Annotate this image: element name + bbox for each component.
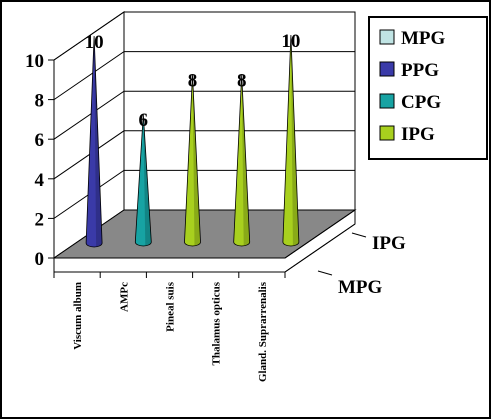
cone-3 bbox=[233, 74, 251, 247]
y-tick-label-1: 2 bbox=[35, 209, 45, 230]
cone-shade-4 bbox=[290, 35, 299, 246]
depth-axis-line bbox=[284, 223, 356, 273]
gridline-5 bbox=[53, 11, 355, 61]
cone-shade-1 bbox=[143, 114, 152, 246]
cones: 10 6 8 8 10 bbox=[85, 31, 300, 248]
y-axis: 0 2 4 6 8 10 bbox=[25, 51, 55, 270]
gridline-4 bbox=[53, 51, 355, 101]
data-label-4: 10 bbox=[281, 31, 300, 52]
depth-tick-mark-0 bbox=[351, 232, 367, 238]
legend-swatch-1 bbox=[379, 61, 395, 77]
legend-label-2: CPG bbox=[401, 92, 441, 113]
x-tick-label-2: Pineal suis bbox=[165, 281, 177, 332]
y-tick-label-0: 0 bbox=[35, 249, 45, 270]
legend: MPG PPG CPG IPG bbox=[368, 16, 488, 160]
cone-shade-3 bbox=[241, 74, 250, 246]
x-tick-label-0: Viscum album bbox=[72, 282, 84, 350]
gridline-2 bbox=[53, 130, 355, 180]
data-label-0: 10 bbox=[85, 32, 104, 53]
y-tick-label-3: 6 bbox=[35, 130, 45, 151]
cone-shade-0 bbox=[94, 36, 103, 247]
x-tick-label-3: Thalamus opticus bbox=[211, 281, 223, 365]
data-label-3: 8 bbox=[237, 71, 247, 92]
gridline-1 bbox=[53, 169, 355, 219]
y-tick-label-5: 10 bbox=[25, 51, 44, 72]
legend-swatch-2 bbox=[379, 93, 395, 109]
legend-label-1: PPG bbox=[401, 60, 439, 81]
legend-swatch-0 bbox=[379, 29, 395, 45]
y-tick-label-4: 8 bbox=[35, 91, 45, 112]
depth-label-1: MPG bbox=[338, 277, 383, 298]
cone-shade-2 bbox=[192, 74, 201, 246]
legend-label-0: MPG bbox=[401, 28, 446, 49]
depth-label-0: IPG bbox=[372, 233, 406, 254]
x-tick-label-4: Gland. Suprarrenalis bbox=[257, 281, 269, 382]
cone-2 bbox=[184, 74, 201, 247]
gridline-3 bbox=[53, 90, 355, 140]
depth-axis: IPG MPG bbox=[284, 223, 406, 298]
legend-label-3: IPG bbox=[401, 124, 435, 145]
depth-tick-mark-1 bbox=[317, 270, 333, 276]
data-label-2: 8 bbox=[188, 71, 198, 92]
data-label-1: 6 bbox=[139, 110, 149, 131]
x-tick-label-1: AMPc bbox=[118, 282, 130, 312]
cone-4 bbox=[282, 34, 300, 247]
y-tick-label-2: 4 bbox=[35, 170, 45, 191]
legend-swatch-3 bbox=[379, 125, 395, 141]
x-axis: Viscum album AMPc Pineal suis Thalamus opti… bbox=[53, 272, 286, 382]
gridlines bbox=[53, 11, 355, 219]
cone-0 bbox=[85, 35, 103, 248]
cone-1 bbox=[134, 114, 152, 247]
